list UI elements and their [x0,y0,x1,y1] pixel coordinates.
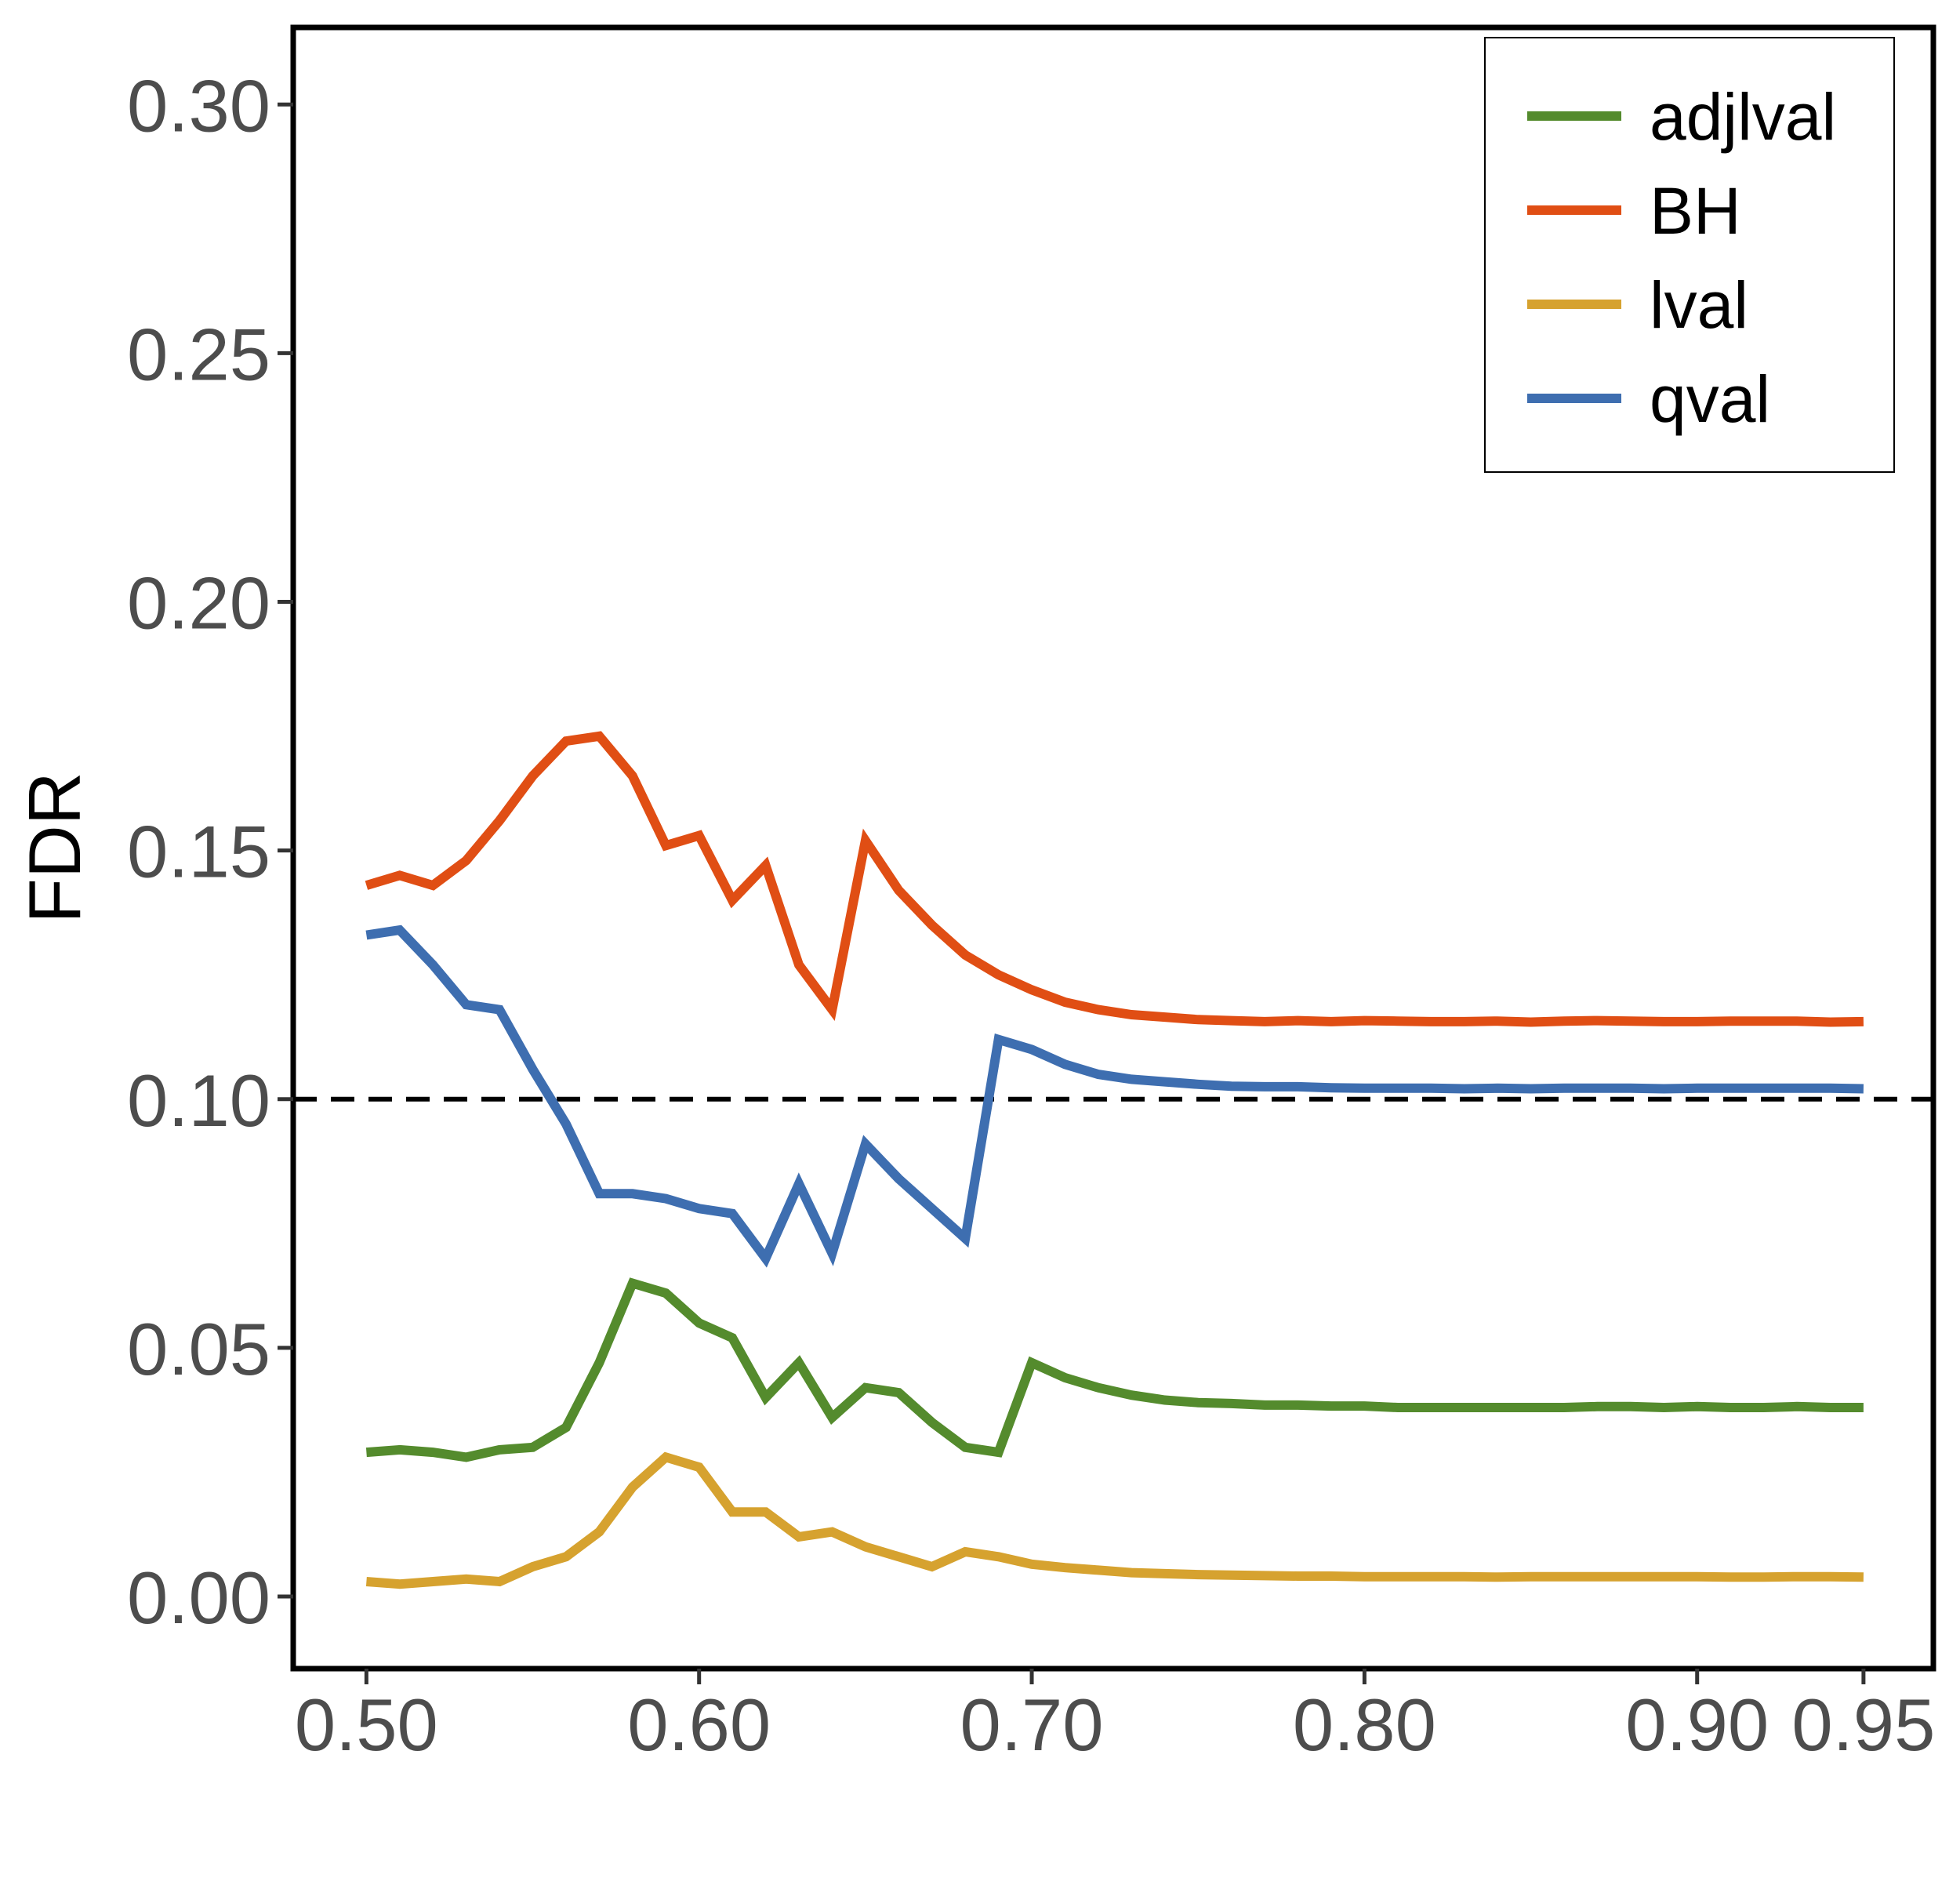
y-tick-label: 0.20 [127,562,270,645]
series-line-qval [365,924,1864,1268]
legend: adjlval BH lval qval [1484,37,1895,473]
series-line-adjlval [365,1277,1864,1462]
plot-border [290,24,1936,1672]
x-tick-label: 0.90 [1625,1684,1769,1766]
legend-label-adjlval: adjlval [1650,80,1836,154]
x-tick-label: 0.70 [960,1684,1104,1766]
y-tick-label: 0.30 [127,64,270,147]
x-tick-label: 0.80 [1293,1684,1436,1766]
x-tick-label: 0.50 [295,1684,438,1766]
y-tick-label: 0.15 [127,811,270,893]
x-tick-label: 0.95 [1791,1684,1935,1766]
x-axis: 0.50 0.60 0.70 0.80 0.90 0.95 [295,1669,1935,1766]
y-axis: 0.00 0.05 0.10 0.15 0.20 0.25 0.30 [127,64,293,1639]
series-layer [365,731,1864,1589]
x-tick-label: 0.60 [627,1684,771,1766]
legend-label-qval: qval [1650,362,1770,436]
legend-label-bh: BH [1650,174,1741,248]
series-line-bh [365,731,1864,1027]
series-line-lval [365,1451,1864,1589]
y-tick-label: 0.25 [127,313,270,395]
y-tick-label: 0.00 [127,1557,270,1639]
y-tick-label: 0.10 [127,1059,270,1142]
y-axis-title: FDR [13,772,96,923]
legend-label-lval: lval [1650,268,1748,342]
y-tick-label: 0.05 [127,1308,270,1390]
